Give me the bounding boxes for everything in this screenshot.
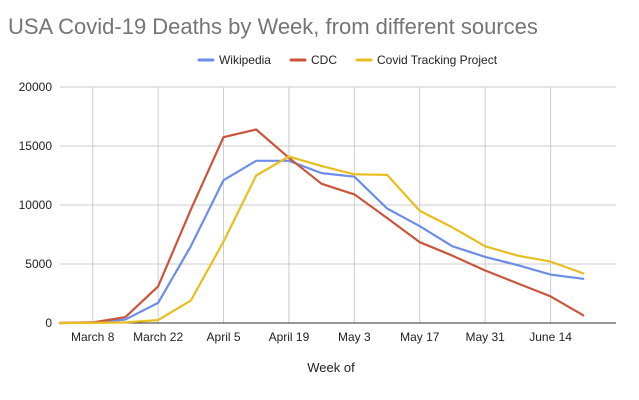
chart-title: USA Covid-19 Deaths by Week, from differ… [8, 14, 538, 39]
series-line-covid-tracking-project [58, 155, 585, 325]
y-tick-label: 0 [45, 316, 52, 330]
series-line-wikipedia [58, 159, 585, 325]
x-tick-label: May 3 [338, 330, 371, 344]
y-tick-label: 15000 [19, 139, 53, 153]
legend-label: Wikipedia [219, 53, 271, 67]
x-tick-label: June 14 [529, 330, 572, 344]
y-tick-label: 5000 [25, 257, 52, 271]
x-axis-title: Week of [307, 360, 355, 375]
x-axis-ticks: March 8 March 22 April 5 April 19 May 3 May 1… [71, 330, 572, 344]
series-lines [58, 128, 585, 325]
gridlines [60, 86, 616, 323]
x-tick-label: May 17 [400, 330, 440, 344]
legend-item-covid-tracking-project: Covid Tracking Project [355, 53, 498, 67]
x-tick-label: May 31 [465, 330, 505, 344]
legend: Wikipedia CDC Covid Tracking Project [197, 53, 498, 67]
y-tick-label: 20000 [19, 80, 53, 94]
series-line-cdc [58, 128, 585, 325]
x-tick-label: March 22 [133, 330, 183, 344]
x-tick-label: April 5 [207, 330, 241, 344]
legend-label: Covid Tracking Project [377, 53, 498, 67]
legend-item-cdc: CDC [289, 53, 337, 67]
legend-label: CDC [311, 53, 337, 67]
y-axis-ticks: 0 5000 10000 15000 20000 [19, 80, 53, 330]
x-tick-label: April 19 [269, 330, 310, 344]
x-tick-label: March 8 [71, 330, 115, 344]
legend-item-wikipedia: Wikipedia [197, 53, 271, 67]
y-tick-label: 10000 [19, 198, 53, 212]
